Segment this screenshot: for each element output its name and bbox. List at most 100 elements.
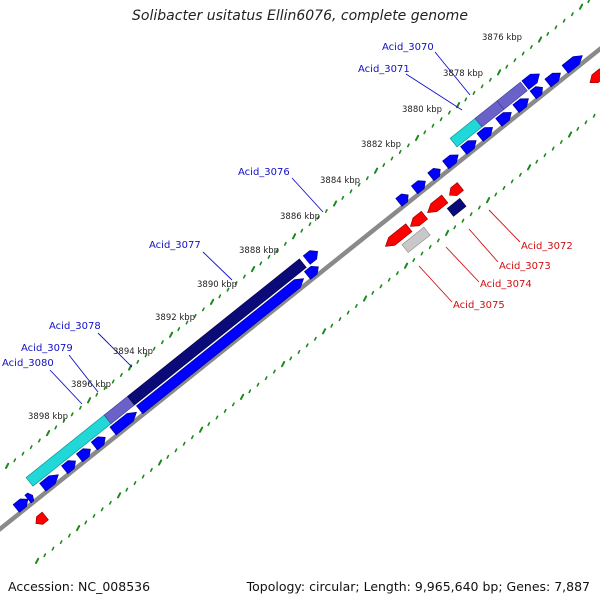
lower-scale-tick [198, 426, 204, 433]
upper-scale-tick [341, 195, 345, 200]
upper-scale-tick [95, 392, 99, 397]
lower-scale-tick [248, 389, 252, 394]
lower-scale-tick [280, 361, 286, 368]
lower-scale-tick [231, 402, 235, 407]
scale-label-3880: 3880 kbp [402, 105, 442, 115]
upper-scale-tick [505, 64, 509, 69]
upper-scale-tick [406, 143, 410, 148]
lower-scale-tick [116, 492, 122, 499]
upper-scale-tick [160, 340, 164, 345]
gene-label-acid-3078[interactable]: Acid_3078 [49, 321, 101, 332]
lower-scale-tick [584, 120, 588, 125]
scale-label-3888: 3888 kbp [239, 246, 279, 256]
upper-scale-tick [37, 438, 41, 443]
forward-gene-arrow [442, 154, 459, 170]
reverse-gene-arrow [589, 68, 600, 84]
lower-scale-tick [461, 218, 465, 223]
forward-gene-arrow [75, 448, 91, 463]
upper-scale-tick [111, 379, 115, 384]
upper-scale-tick [250, 266, 256, 273]
lower-scale-tick [444, 229, 450, 237]
forward-gene-arrow [410, 180, 426, 195]
upper-scale-tick [234, 281, 238, 286]
upper-scale-tick [45, 430, 51, 437]
scale-label-3890: 3890 kbp [197, 280, 237, 290]
upper-scale-tick [259, 261, 263, 266]
scale-label-3894: 3894 kbp [113, 347, 153, 357]
scale-label-3898: 3898 kbp [28, 412, 68, 422]
lower-scale-tick [362, 295, 368, 302]
upper-scale-tick [177, 327, 181, 332]
lower-scale-tick [379, 284, 383, 289]
lower-scale-tick [207, 422, 211, 427]
upper-scale-tick [242, 274, 246, 279]
lower-scale-tick [75, 525, 81, 532]
connector-acid-3072 [488, 209, 521, 243]
upper-scale-tick [29, 445, 33, 450]
upper-scale-tick [300, 228, 304, 233]
lower-scale-tick [305, 343, 309, 348]
upper-scale-tick [447, 110, 451, 115]
forward-gene-arrow [427, 168, 441, 182]
upper-scale-tick [488, 77, 492, 82]
lower-scale-tick [190, 435, 194, 440]
upper-scale-tick [513, 58, 517, 63]
upper-scale-tick [308, 222, 312, 227]
scale-ticks [5, 0, 596, 564]
upper-scale-tick [62, 418, 66, 423]
lower-scale-tick [387, 277, 391, 282]
lower-scale-tick [100, 507, 104, 512]
lower-scale-tick [321, 328, 327, 335]
connector-acid-3078 [97, 332, 133, 368]
gene-label-acid-3074[interactable]: Acid_3074 [480, 279, 532, 290]
upper-scale-tick [316, 215, 320, 220]
lower-scale-tick [567, 131, 573, 138]
lower-scale-tick [313, 336, 317, 341]
upper-scale-tick [570, 12, 574, 17]
upper-scale-tick [103, 386, 107, 391]
forward-gene-arrow [476, 127, 493, 142]
upper-scale-tick [168, 331, 174, 338]
upper-scale-tick [78, 405, 82, 410]
lower-scale-tick [559, 140, 563, 145]
upper-scale-tick [226, 287, 230, 292]
upper-scale-tick [218, 294, 222, 299]
lower-scale-tick [297, 349, 301, 354]
lower-scale-tick [354, 303, 358, 308]
lower-scale-tick [272, 369, 276, 374]
upper-scale-tick [144, 353, 148, 358]
forward-gene-arrow [529, 86, 543, 100]
lower-scale-tick [494, 192, 498, 197]
lower-scale-tick [338, 317, 342, 322]
upper-scale-tick [209, 298, 215, 306]
gene-label-acid-3070[interactable]: Acid_3070 [382, 42, 434, 53]
lower-scale-tick [108, 500, 112, 505]
gene-label-acid-3071[interactable]: Acid_3071 [358, 64, 410, 75]
gene-bar-acid-3074 [384, 223, 413, 247]
genome-backbone [0, 46, 600, 532]
lower-scale-tick [174, 448, 178, 453]
lower-scale-tick [412, 258, 416, 263]
lower-scale-tick [551, 146, 555, 151]
lower-scale-tick [469, 212, 473, 217]
lower-scale-tick [125, 487, 129, 492]
gene-label-acid-3075[interactable]: Acid_3075 [453, 300, 505, 311]
lower-scale-tick [526, 164, 532, 171]
gene-bar-acid-3070-b [496, 81, 528, 110]
gene-label-acid-3079[interactable]: Acid_3079 [21, 343, 73, 354]
lower-scale-tick [157, 459, 163, 466]
upper-scale-tick [496, 69, 502, 76]
gene-label-acid-3077[interactable]: Acid_3077 [149, 240, 201, 251]
genome-title: Solibacter usitatus Ellin6076, complete … [132, 8, 468, 24]
forward-gene-arrow [12, 498, 29, 513]
lower-scale-tick [518, 172, 522, 177]
gene-label-acid-3072[interactable]: Acid_3072 [521, 241, 573, 252]
upper-scale-tick [136, 359, 140, 364]
upper-scale-tick [439, 117, 443, 122]
gene-label-acid-3080[interactable]: Acid_3080 [2, 358, 54, 369]
forward-gene-arrow [495, 112, 512, 127]
forward-gene-arrow [24, 492, 35, 504]
gene-label-acid-3076[interactable]: Acid_3076 [238, 167, 290, 178]
gene-label-acid-3073[interactable]: Acid_3073 [499, 261, 551, 272]
upper-scale-tick [423, 130, 427, 135]
